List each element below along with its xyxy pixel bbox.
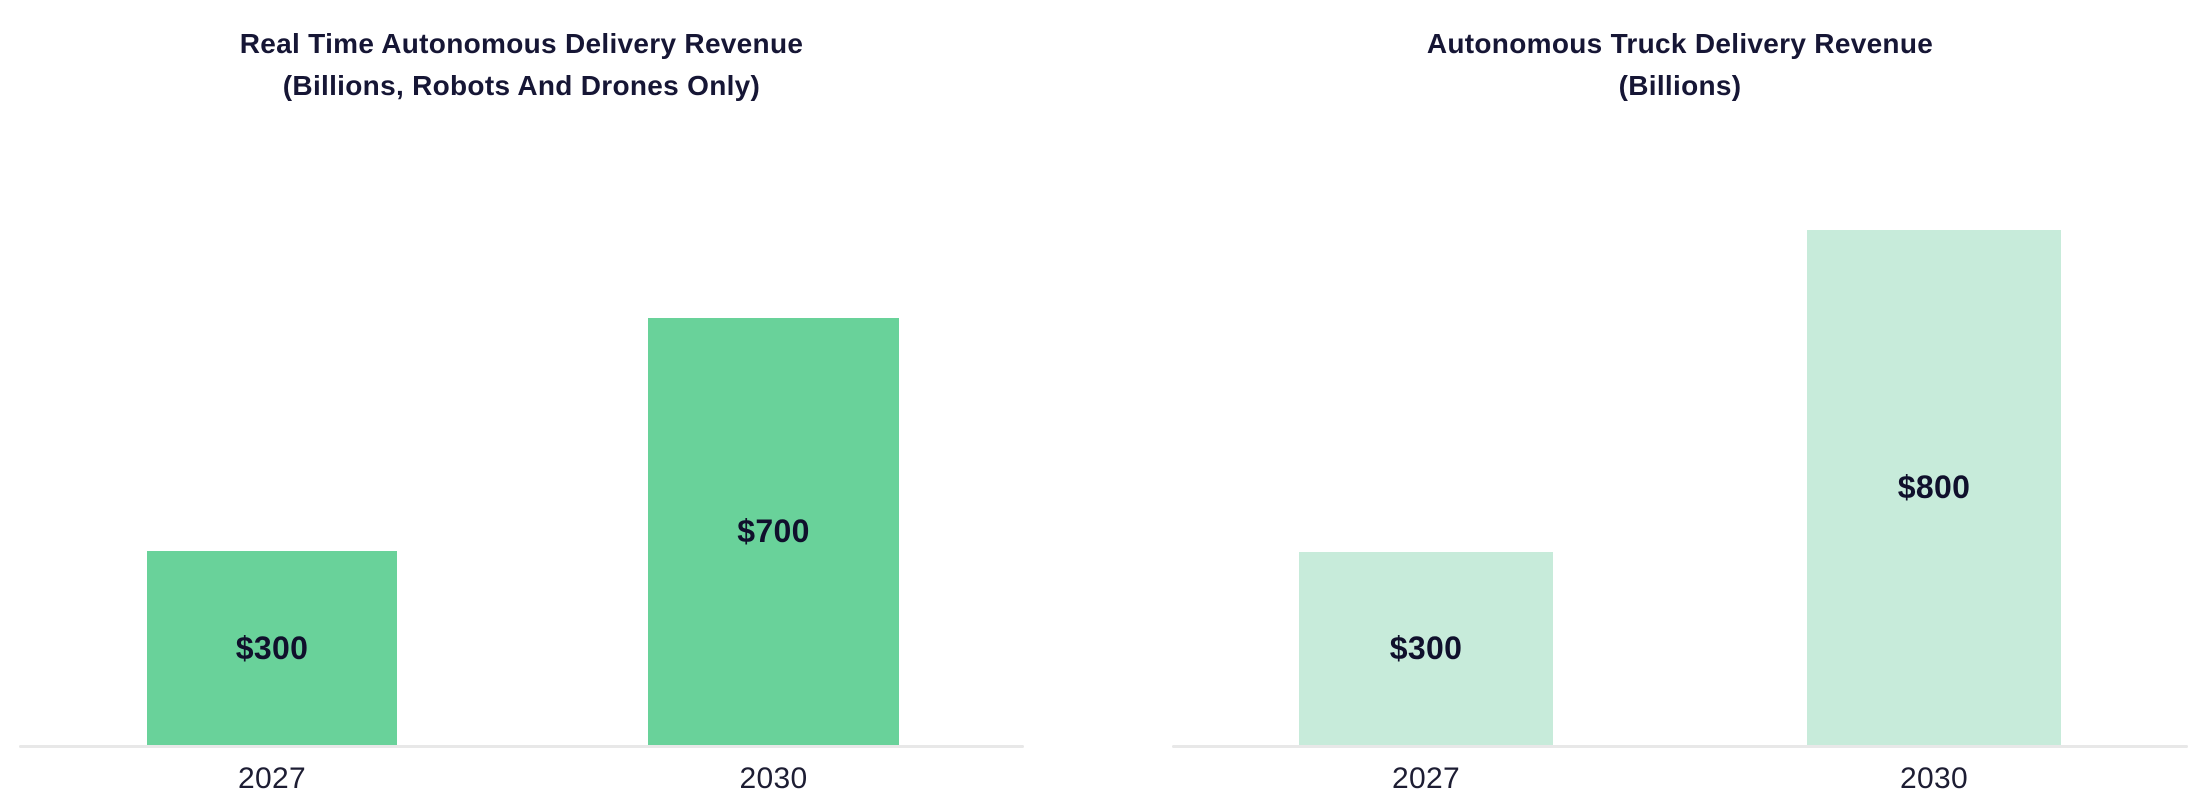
x-axis-line xyxy=(19,745,1024,748)
chart-title-line-1: Autonomous Truck Delivery Revenue xyxy=(1426,28,1934,59)
chart-title: Real Time Autonomous Delivery Revenue (Bi… xyxy=(19,23,1024,107)
x-tick-label-2030: 2030 xyxy=(739,762,808,795)
bar-2027: $300 xyxy=(147,551,397,745)
bar-value-label: $300 xyxy=(235,629,309,666)
x-tick-label-2030: 2030 xyxy=(1900,762,1968,795)
bar-2027: $300 xyxy=(1299,552,1553,745)
chart-title-line-2: (Billions) xyxy=(1618,70,1742,101)
chart-truck-revenue: Autonomous Truck Delivery Revenue (Billio… xyxy=(1172,0,2188,812)
bar-value-label: $700 xyxy=(737,513,810,549)
chart-title-line-2: (Billions, Robots And Drones Only) xyxy=(282,70,761,101)
chart-title-line-1: Real Time Autonomous Delivery Revenue xyxy=(239,28,804,59)
bar-value-label: $800 xyxy=(1897,469,1971,505)
bar-value-label: $300 xyxy=(1389,630,1463,666)
chart-robots-drones-revenue: Real Time Autonomous Delivery Revenue (Bi… xyxy=(19,0,1024,812)
plot-area: $300 $800 2027 2030 xyxy=(1172,0,2188,812)
x-tick-label-2027: 2027 xyxy=(238,762,306,795)
bar-2030: $700 xyxy=(648,318,899,745)
bar-2030: $800 xyxy=(1807,230,2061,745)
x-tick-label-2027: 2027 xyxy=(1392,762,1460,795)
x-axis-line xyxy=(1172,745,2188,748)
plot-area: $300 $700 2027 2030 xyxy=(19,0,1024,812)
chart-title: Autonomous Truck Delivery Revenue (Billio… xyxy=(1172,23,2188,107)
